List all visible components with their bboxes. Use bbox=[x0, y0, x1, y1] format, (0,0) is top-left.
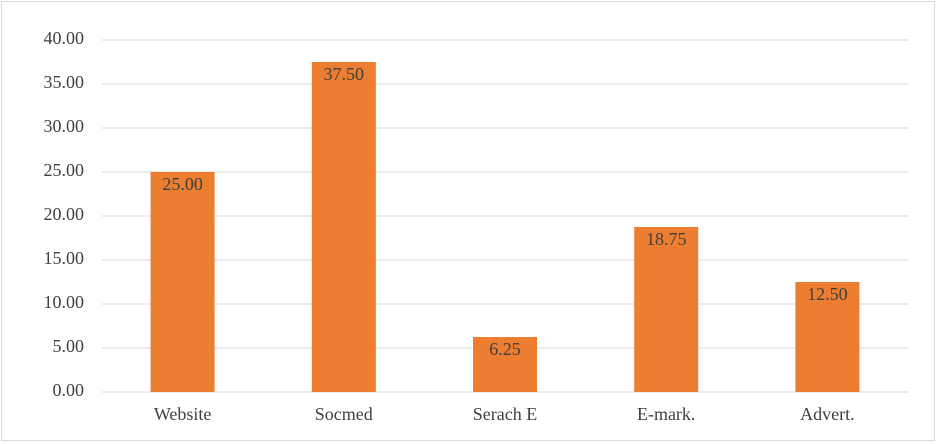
data-label: 25.00 bbox=[162, 174, 203, 194]
data-label: 18.75 bbox=[646, 229, 687, 249]
bar bbox=[795, 282, 860, 392]
bar bbox=[150, 172, 215, 392]
y-tick-label: 40.00 bbox=[44, 28, 85, 48]
y-tick-label: 15.00 bbox=[44, 248, 85, 268]
x-tick-label: Website bbox=[154, 404, 212, 424]
y-tick-label: 5.00 bbox=[53, 336, 85, 356]
data-label: 6.25 bbox=[489, 339, 521, 359]
bar bbox=[634, 227, 699, 392]
y-tick-label: 35.00 bbox=[44, 72, 85, 92]
y-tick-label: 30.00 bbox=[44, 116, 85, 136]
bar bbox=[311, 62, 376, 392]
y-tick-label: 0.00 bbox=[53, 380, 85, 400]
y-tick-label: 25.00 bbox=[44, 160, 85, 180]
x-tick-label: Serach E bbox=[473, 404, 537, 424]
data-label: 12.50 bbox=[807, 284, 848, 304]
x-tick-label: E-mark. bbox=[637, 404, 695, 424]
y-tick-label: 10.00 bbox=[44, 292, 85, 312]
y-tick-label: 20.00 bbox=[44, 204, 85, 224]
data-label: 37.50 bbox=[324, 64, 365, 84]
x-tick-label: Socmed bbox=[315, 404, 373, 424]
bar bbox=[473, 337, 537, 392]
x-tick-label: Advert. bbox=[800, 404, 854, 424]
